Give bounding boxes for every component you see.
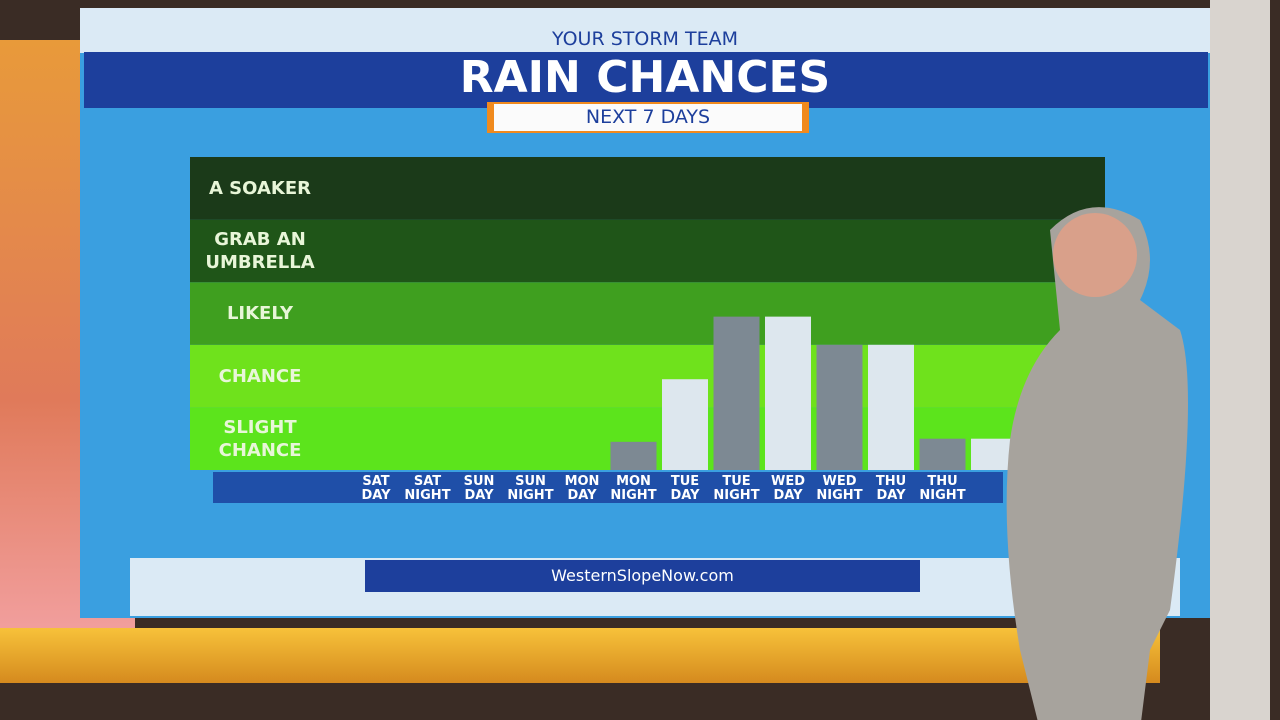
presenter-head [1053, 213, 1137, 297]
y-tick-label: A SOAKER [208, 177, 311, 199]
bar [816, 344, 863, 470]
title: RAIN CHANCES [459, 52, 831, 103]
screen-top [80, 8, 1210, 53]
period: NEXT 7 DAYS [585, 106, 711, 128]
level-band [190, 344, 1105, 408]
x-tick-label: THU NIGHT [919, 474, 966, 503]
level-band [190, 219, 1105, 283]
bar [868, 344, 914, 470]
x-tick-label: SUN NIGHT [507, 474, 554, 503]
studio-pillar [1210, 0, 1270, 720]
x-tick-label: SAT DAY [361, 474, 391, 503]
bar [662, 379, 708, 470]
x-tick-label: TUE NIGHT [713, 474, 760, 503]
y-tick-label: CHANCE [218, 365, 302, 387]
x-tick-label: THU DAY [875, 474, 907, 503]
level-band [190, 282, 1105, 345]
x-tick-label: WED NIGHT [816, 474, 863, 503]
category-band [213, 472, 1003, 503]
x-tick-label: TUE DAY [670, 474, 700, 503]
bar [919, 438, 966, 470]
subtitle: YOUR STORM TEAM [552, 28, 738, 50]
footer-band [365, 560, 920, 592]
bar [765, 316, 811, 470]
title-band [84, 52, 1208, 108]
bar [610, 441, 657, 470]
period-box [494, 104, 802, 131]
y-tick-label: LIKELY [226, 303, 294, 324]
y-tick-label: GRAB AN UMBRELLA [205, 228, 315, 273]
x-tick-label: MON DAY [564, 474, 600, 503]
chart [190, 157, 1105, 470]
x-tick-label: WED DAY [770, 474, 805, 503]
y-tick-label: SLIGHT CHANCE [218, 416, 302, 461]
x-tick-label: MON NIGHT [610, 474, 657, 503]
x-tick-label: SUN DAY [463, 474, 495, 503]
x-tick-label: SAT NIGHT [404, 474, 451, 503]
presenter [1006, 207, 1188, 720]
level-band [190, 157, 1105, 220]
footer: WesternSlopeNow.com [551, 566, 734, 585]
bar [713, 316, 760, 470]
studio-glow [0, 628, 1160, 683]
